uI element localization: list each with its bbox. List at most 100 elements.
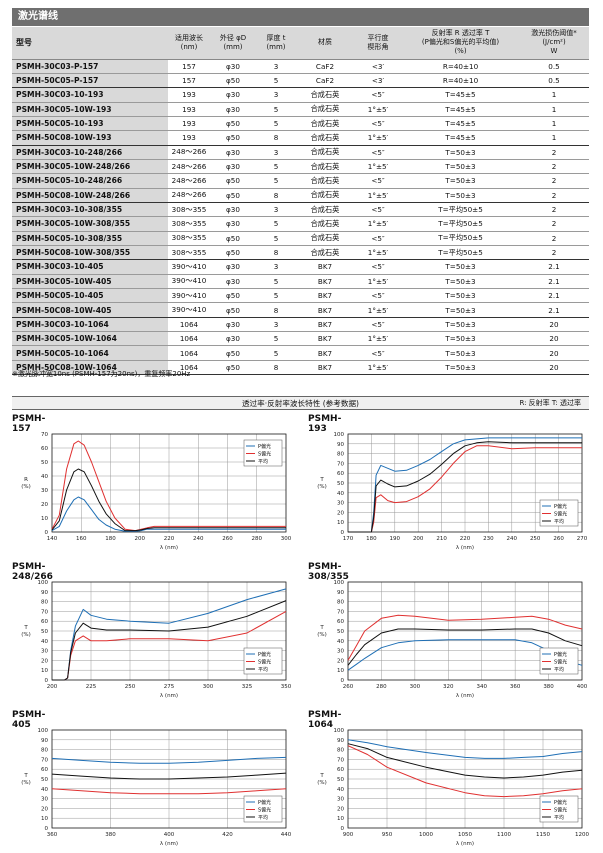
model-cell: PSMH-30C03-10-308/355 [12,202,168,218]
chart-title: PSMH-308/355 [308,562,349,582]
series-line-1 [347,614,583,661]
table-cell: 0.5 [519,73,589,89]
table-cell: 193 [168,87,210,103]
table-cell: 5 [256,288,296,304]
series-line-2 [348,441,582,533]
legend-label: S偏光 [258,451,271,458]
y-tick-label: 20 [41,502,48,508]
table-cell: 2 [519,231,589,246]
table-cell: 合成石英 [296,188,354,203]
table-cell: φ30 [210,159,256,175]
x-tick-label: 1200 [575,832,589,838]
table-cell: <5″ [354,288,402,304]
series-line-1 [51,788,287,795]
chart-plot: 0 10 20 30 40 50 60 70 80 90 100 900 950 1000 1050 1100… [317,728,589,847]
table-cell: 1°±5′ [354,331,402,347]
table-cell: 1064 [168,331,210,347]
x-tick-label: 360 [47,832,58,838]
table-cell: 2.1 [519,302,589,318]
table-cell: φ50 [210,173,256,189]
table-cell: 合成石英 [296,216,354,232]
model-cell: PSMH-50C05-10-248/266 [12,173,168,189]
table-cell: 合成石英 [296,102,354,117]
table-cell: 248～266 [168,145,210,160]
model-cell: PSMH-30C03-10-1064 [12,317,168,333]
table-row: PSMH-30C03-10-193 193 φ30 3 合成石英 <5″ T=45±5 1 [12,87,589,103]
table-cell: φ50 [210,188,256,203]
table-cell: φ50 [210,360,256,376]
table-row: PSMH-50C08-10W-193 193 φ50 8 合成石英 1°±5′ T=45±5… [12,130,589,146]
table-cell: 合成石英 [296,145,354,160]
table-cell: 2.1 [519,288,589,304]
model-cell: PSMH-30C05-10W-193 [12,102,168,117]
y-tick-label: 60 [337,471,344,477]
table-row: PSMH-30C03-P-157 157 φ30 3 CaF2 <3′ R=40±10 0.5 [12,59,589,74]
table-cell: φ50 [210,288,256,304]
y-tick-label: 50 [41,629,48,635]
table-row: PSMH-30C03-10-405 390～410 φ30 3 BK7 <5″ T=50±3… [12,259,589,275]
series-line-0 [51,496,286,532]
table-cell: φ50 [210,302,256,318]
table-cell: 2 [519,145,589,160]
chart-plot: 0 10 20 30 40 50 60 70 80 90 100 170 180 190 200 210 220… [317,432,588,551]
y-tick-label: 90 [41,590,48,596]
chart-title: PSMH-157 [12,414,46,434]
x-tick-label: 220 [164,536,175,542]
table-cell: 20 [519,360,589,376]
y-tick-label: 70 [41,757,48,763]
table-cell: T=平均50±5 [402,231,519,246]
x-tick-label: 270 [577,536,588,542]
x-tick-label: 300 [281,536,292,542]
table-cell: φ30 [210,102,256,117]
model-cell: PSMH-50C08-10W-193 [12,130,168,146]
x-tick-label: 300 [203,684,214,690]
table-cell: T=50±3 [402,302,519,318]
table-cell: 5 [256,73,296,89]
table-cell: φ30 [210,317,256,333]
x-tick-label: 280 [252,536,263,542]
legend-label: P偏光 [554,503,567,510]
table-cell: 8 [256,302,296,318]
y-axis-label: (%) [21,780,31,786]
y-tick-label: 40 [337,639,344,645]
y-tick-label: 60 [337,767,344,773]
plot-frame [51,433,287,533]
y-tick-label: 70 [337,609,344,615]
table-row: PSMH-30C03-10-308/355 308～355 φ30 3 合成石英 <5″ T… [12,202,589,218]
y-tick-label: 80 [337,748,344,754]
col-thickness: 厚度 t (mm) [256,27,296,60]
table-cell: 5 [256,159,296,175]
table-cell: 2.1 [519,259,589,275]
series-line-0 [348,437,582,533]
chart-plot: 0 10 20 30 40 50 60 70 80 90 100 200 225 250 275 300 325… [21,580,292,699]
x-tick-label: 300 [410,684,421,690]
table-cell: BK7 [296,345,354,361]
page-title: 激光谱线 [12,8,589,26]
y-tick-label: 10 [41,516,48,522]
y-axis-label: (%) [317,780,327,786]
table-cell: R=40±10 [402,73,519,89]
table-cell: 5 [256,345,296,361]
table-cell: 1064 [168,360,210,376]
table-cell: T=平均50±5 [402,245,519,261]
x-tick-label: 240 [507,536,518,542]
table-cell: 3 [256,317,296,333]
model-cell: PSMH-50C08-10W-1064 [12,360,168,376]
x-axis-label: λ (nm) [160,841,178,847]
table-cell: T=50±3 [402,145,519,160]
table-cell: 5 [256,173,296,189]
table-cell: <5″ [354,116,402,132]
table-row: PSMH-30C05-10W-308/355 308～355 φ30 5 合成石英 1°±… [12,216,589,232]
legend-label: P偏光 [554,651,567,658]
model-cell: PSMH-50C05-P-157 [12,73,168,89]
table-cell: CaF2 [296,59,354,74]
table-cell: T=45±5 [402,87,519,103]
y-tick-label: 10 [337,816,344,822]
legend-label: 平均 [258,666,268,673]
table-row: PSMH-50C08-10W-248/266 248～266 φ50 8 合成石英 1°±… [12,188,589,203]
table-cell: T=45±5 [402,102,519,117]
table-row: PSMH-50C08-10W-308/355 308～355 φ50 8 合成石英 1°±… [12,245,589,261]
model-cell: PSMH-50C05-10-308/355 [12,231,168,246]
table-cell: 合成石英 [296,173,354,189]
y-tick-label: 50 [41,777,48,783]
